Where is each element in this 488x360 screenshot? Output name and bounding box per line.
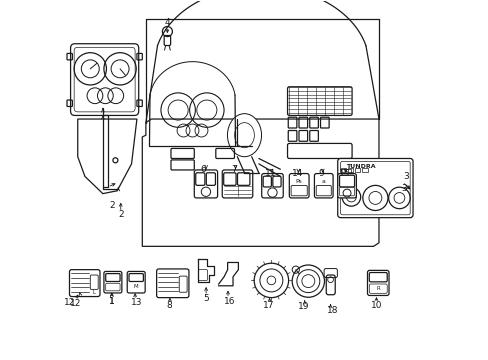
FancyBboxPatch shape xyxy=(337,158,412,218)
FancyBboxPatch shape xyxy=(314,174,332,198)
FancyBboxPatch shape xyxy=(367,270,388,296)
Text: 1: 1 xyxy=(109,297,115,306)
Text: 7: 7 xyxy=(231,165,237,174)
FancyBboxPatch shape xyxy=(156,269,188,298)
Bar xyxy=(347,168,352,172)
Text: TUNDRA: TUNDRA xyxy=(346,164,375,169)
Text: a: a xyxy=(321,179,325,184)
Text: L: L xyxy=(93,291,96,296)
FancyBboxPatch shape xyxy=(289,174,308,198)
FancyBboxPatch shape xyxy=(69,270,100,297)
Text: 4: 4 xyxy=(164,18,170,27)
Bar xyxy=(340,169,351,173)
Text: 11: 11 xyxy=(264,169,276,178)
Text: 2: 2 xyxy=(109,201,114,210)
FancyBboxPatch shape xyxy=(337,174,356,198)
Text: 8: 8 xyxy=(166,301,172,310)
Text: 19: 19 xyxy=(297,302,309,311)
Text: 1: 1 xyxy=(109,297,115,306)
Text: M: M xyxy=(134,284,138,289)
Ellipse shape xyxy=(234,123,254,148)
Text: 10: 10 xyxy=(370,301,382,310)
Text: 9: 9 xyxy=(318,169,324,178)
Text: R: R xyxy=(376,286,379,291)
Polygon shape xyxy=(142,119,378,246)
Ellipse shape xyxy=(227,114,261,157)
Polygon shape xyxy=(78,119,137,194)
FancyBboxPatch shape xyxy=(325,275,335,295)
Text: 3: 3 xyxy=(402,172,408,181)
Text: 18: 18 xyxy=(326,306,337,315)
Text: 3: 3 xyxy=(400,184,406,193)
FancyBboxPatch shape xyxy=(261,174,283,198)
FancyBboxPatch shape xyxy=(127,271,145,293)
Text: 15: 15 xyxy=(339,169,350,178)
Text: 16: 16 xyxy=(223,297,235,306)
Bar xyxy=(354,168,360,172)
Bar xyxy=(362,168,367,172)
Text: 2: 2 xyxy=(118,211,123,220)
FancyBboxPatch shape xyxy=(104,271,122,293)
Text: 12: 12 xyxy=(64,298,75,307)
FancyBboxPatch shape xyxy=(222,170,252,198)
Text: 5: 5 xyxy=(203,294,208,303)
Text: Ps: Ps xyxy=(295,179,302,184)
Text: 13: 13 xyxy=(131,298,142,307)
Text: 6: 6 xyxy=(200,165,206,174)
FancyBboxPatch shape xyxy=(70,44,139,116)
FancyBboxPatch shape xyxy=(194,170,217,198)
Bar xyxy=(340,168,346,172)
Text: 14: 14 xyxy=(291,169,303,178)
Text: 17: 17 xyxy=(263,301,274,310)
Text: 12: 12 xyxy=(70,299,81,308)
